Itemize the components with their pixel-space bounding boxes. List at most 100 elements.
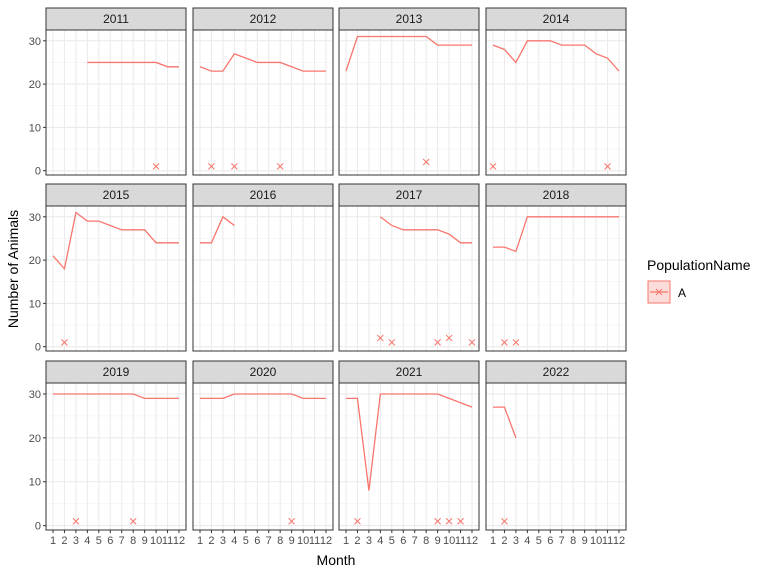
series-line <box>493 406 517 439</box>
y-tick-label: 20 <box>29 433 41 445</box>
facet-strip-label: 2017 <box>396 188 423 202</box>
x-tick-label: 11 <box>162 535 173 547</box>
cross-marker-icon <box>388 338 396 346</box>
x-tick-label: 10 <box>443 535 455 547</box>
x-tick-label: 2 <box>208 535 214 547</box>
y-tick-label: 10 <box>29 122 41 134</box>
x-tick-label: 10 <box>297 535 309 547</box>
x-tick-label: 3 <box>513 535 519 547</box>
cross-marker-icon <box>434 338 441 346</box>
cross-marker-icon <box>457 517 464 525</box>
x-tick-label: 4 <box>231 535 237 547</box>
x-tick-label: 7 <box>412 535 418 547</box>
facet-panel-2019: 2019 <box>45 360 187 531</box>
plot-area <box>46 30 186 175</box>
y-tick-label: 30 <box>29 389 41 401</box>
plot-area <box>46 383 186 530</box>
cross-marker-icon <box>61 338 68 346</box>
series-line <box>492 40 620 72</box>
x-tick-label: 1 <box>197 535 203 547</box>
plot-area <box>193 206 333 351</box>
facet-strip-label: 2013 <box>396 12 423 26</box>
facet-panel-2015: 2015 <box>45 183 187 352</box>
facet-strip-label: 2014 <box>543 12 570 26</box>
cross-marker-icon <box>152 162 160 170</box>
legend-key-a <box>647 280 671 304</box>
x-tick-label: 12 <box>466 535 478 547</box>
x-tick-label: 5 <box>389 535 395 547</box>
x-tick-label: 8 <box>423 535 429 547</box>
facet-strip-label: 2012 <box>250 12 277 26</box>
x-tick-label: 2 <box>354 535 360 547</box>
facet-panel-2012: 2012 <box>192 7 334 176</box>
facet-strip-label: 2011 <box>103 12 129 26</box>
cross-marker-icon <box>377 334 384 342</box>
series-line <box>200 215 235 244</box>
facet-strip-label: 2018 <box>543 188 570 202</box>
cross-marker-icon <box>489 162 497 170</box>
y-tick-label: 0 <box>35 521 41 533</box>
x-tick-label: 10 <box>590 535 602 547</box>
x-tick-label: 9 <box>435 535 441 547</box>
x-tick-label: 5 <box>536 535 542 547</box>
series-line <box>87 61 179 68</box>
facet-panel-2011: 2011 <box>45 7 187 176</box>
cross-marker-icon <box>501 338 508 346</box>
x-tick-label: 3 <box>366 535 372 547</box>
series-line <box>52 211 179 271</box>
plot-area <box>486 206 626 351</box>
cross-marker-icon <box>208 162 215 170</box>
x-tick-label: 4 <box>377 535 383 547</box>
y-tick-label: 20 <box>29 255 41 267</box>
y-tick-label: 30 <box>29 212 41 224</box>
cross-marker-icon <box>655 288 663 296</box>
legend: PopulationName A <box>647 257 751 304</box>
x-tick-label: 4 <box>84 535 90 547</box>
legend-title: PopulationName <box>647 257 751 273</box>
y-tick-label: 0 <box>35 166 41 178</box>
series-line <box>53 393 179 400</box>
x-tick-label: 8 <box>570 535 576 547</box>
x-tick-label: 2 <box>61 535 67 547</box>
facet-panel-2016: 2016 <box>192 183 334 352</box>
x-tick-label: 3 <box>73 535 79 547</box>
x-tick-label: 2 <box>501 535 507 547</box>
x-tick-label: 7 <box>559 535 565 547</box>
x-tick-label: 1 <box>490 535 496 547</box>
x-tick-label: 5 <box>96 535 102 547</box>
facet-panel-2017: 2017 <box>338 183 480 352</box>
facet-strip-label: 2020 <box>250 365 277 379</box>
x-tick-label: 3 <box>220 535 226 547</box>
plot-area <box>339 206 479 351</box>
legend-label-a: A <box>678 286 686 300</box>
x-tick-label: 12 <box>320 535 332 547</box>
x-tick-label: 6 <box>400 535 406 547</box>
cross-marker-icon <box>468 338 476 346</box>
cross-marker-icon <box>434 517 441 525</box>
x-tick-label: 12 <box>173 535 185 547</box>
x-tick-label: 6 <box>547 535 553 547</box>
cross-marker-icon <box>512 338 520 346</box>
cross-marker-icon <box>445 334 453 342</box>
plot-area <box>193 30 333 175</box>
series-line <box>346 393 473 491</box>
x-tick-label: 7 <box>266 535 272 547</box>
series-line <box>493 216 619 253</box>
cross-marker-icon <box>604 162 611 170</box>
series-line <box>200 393 326 400</box>
x-tick-label: 1 <box>50 535 56 547</box>
x-tick-label: 5 <box>243 535 249 547</box>
series-line <box>379 216 472 244</box>
plot-area <box>193 383 333 530</box>
x-tick-label: 9 <box>289 535 295 547</box>
x-tick-label: 10 <box>150 535 162 547</box>
cross-marker-icon <box>288 517 295 525</box>
x-tick-label: 7 <box>119 535 125 547</box>
series-line <box>199 53 326 72</box>
y-tick-label: 0 <box>35 342 41 354</box>
y-axis-title: Number of Animals <box>5 210 21 328</box>
facet-strip-label: 2022 <box>543 365 570 379</box>
facet-panel-2014: 2014 <box>485 7 627 176</box>
x-axis-title: Month <box>317 552 356 568</box>
